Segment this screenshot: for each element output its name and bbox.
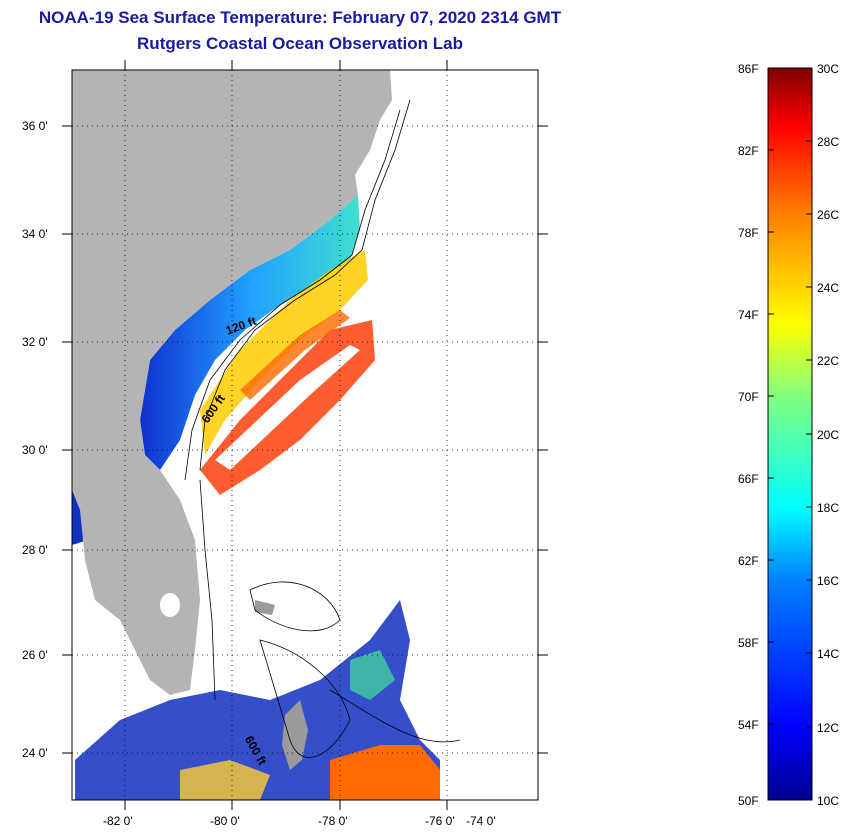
map-ticks bbox=[62, 60, 548, 810]
lat-label: 24 0' bbox=[22, 746, 48, 760]
c-label: 28C bbox=[817, 135, 839, 149]
f-label: 74F bbox=[738, 308, 759, 322]
longitude-labels: -82 0' -80 0' -78 0' -76 0' -74 0' bbox=[103, 814, 496, 828]
c-label: 12C bbox=[817, 721, 839, 735]
c-label: 14C bbox=[817, 647, 839, 661]
f-label: 58F bbox=[738, 636, 759, 650]
c-label: 20C bbox=[817, 428, 839, 442]
map-subtitle: Rutgers Coastal Ocean Observation Lab bbox=[137, 34, 463, 53]
colorbar-ticks bbox=[768, 140, 812, 728]
lat-label: 36 0' bbox=[22, 119, 48, 133]
f-label: 70F bbox=[738, 390, 759, 404]
c-label: 24C bbox=[817, 281, 839, 295]
f-label: 50F bbox=[738, 794, 759, 808]
land-mass bbox=[72, 70, 392, 770]
map-title: NOAA-19 Sea Surface Temperature: Februar… bbox=[38, 8, 562, 27]
map-grid bbox=[72, 70, 538, 800]
lon-label: -76 0' bbox=[425, 814, 455, 828]
lat-label: 26 0' bbox=[22, 648, 48, 662]
lon-label: -78 0' bbox=[318, 814, 348, 828]
fahrenheit-labels: 86F 82F 78F 74F 70F 66F 62F 58F 54F 50F bbox=[738, 62, 759, 808]
f-label: 62F bbox=[738, 554, 759, 568]
colorbar-gradient bbox=[767, 67, 813, 801]
sst-southern-patches bbox=[72, 490, 440, 800]
c-label: 18C bbox=[817, 501, 839, 515]
latitude-labels: 36 0' 34 0' 32 0' 30 0' 28 0' 26 0' 24 0… bbox=[22, 119, 48, 760]
c-label: 30C bbox=[817, 62, 839, 76]
f-label: 86F bbox=[738, 62, 759, 76]
f-label: 78F bbox=[738, 226, 759, 240]
f-label: 54F bbox=[738, 718, 759, 732]
f-label: 66F bbox=[738, 472, 759, 486]
c-label: 16C bbox=[817, 574, 839, 588]
f-label: 82F bbox=[738, 144, 759, 158]
c-label: 22C bbox=[817, 354, 839, 368]
celsius-labels: 30C 28C 26C 24C 22C 20C 18C 16C 14C 12C … bbox=[817, 62, 839, 808]
map-area: 120 ft 600 ft 600 ft bbox=[72, 70, 538, 800]
colorbar: 86F 82F 78F 74F 70F 66F 62F 58F 54F 50F … bbox=[738, 62, 839, 808]
lon-label: -80 0' bbox=[210, 814, 240, 828]
lon-label: -74 0' bbox=[466, 814, 496, 828]
lon-label: -82 0' bbox=[103, 814, 133, 828]
lat-label: 32 0' bbox=[22, 335, 48, 349]
lat-label: 30 0' bbox=[22, 443, 48, 457]
sst-coastal-band bbox=[140, 195, 375, 495]
map-frame bbox=[71, 69, 539, 801]
c-label: 26C bbox=[817, 208, 839, 222]
isobath-lines bbox=[184, 99, 461, 758]
lat-label: 28 0' bbox=[22, 543, 48, 557]
lat-label: 34 0' bbox=[22, 227, 48, 241]
c-label: 10C bbox=[817, 794, 839, 808]
